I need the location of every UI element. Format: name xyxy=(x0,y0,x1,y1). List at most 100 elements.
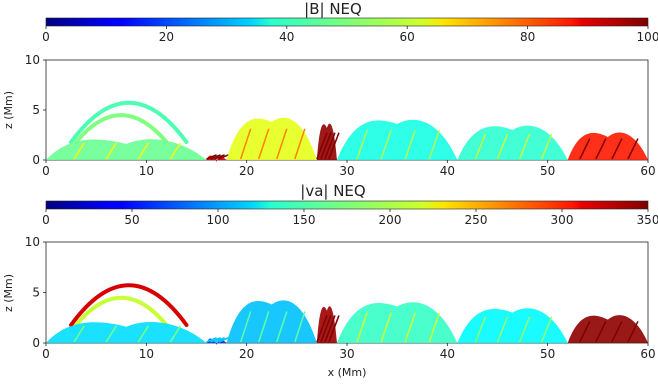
field-structure xyxy=(457,125,568,160)
x-tick-label: 10 xyxy=(139,347,154,361)
plot-area-b xyxy=(46,101,648,162)
x-tick-label: 20 xyxy=(239,347,254,361)
x-tick-label: 10 xyxy=(139,164,154,178)
field-streak xyxy=(206,337,217,343)
colorbar-tick-label: 50 xyxy=(124,213,139,227)
y-tick-label: 10 xyxy=(25,235,40,249)
field-streak xyxy=(540,133,553,160)
field-streak xyxy=(239,311,252,343)
field-structure xyxy=(46,139,207,160)
field-streak xyxy=(320,132,332,160)
x-axis-label-va: x (Mm) xyxy=(328,366,367,379)
field-streak xyxy=(73,325,85,343)
colorbar-tick-label: 300 xyxy=(551,213,574,227)
x-tick-label: 0 xyxy=(42,347,50,361)
field-streak xyxy=(356,129,368,160)
colorbar-title-b: |B| NEQ xyxy=(304,0,362,18)
field-streak xyxy=(169,142,182,160)
field-structure xyxy=(226,300,317,343)
field-streak xyxy=(210,337,221,343)
colorbar-tick-label: 60 xyxy=(400,30,415,44)
field-streak xyxy=(294,311,306,343)
field-streak xyxy=(73,142,85,160)
field-streak xyxy=(428,129,440,160)
y-tick-label: 0 xyxy=(32,153,40,167)
field-streak xyxy=(239,128,252,160)
colorbar-tick-label: 0 xyxy=(42,213,50,227)
field-streak xyxy=(627,321,639,343)
field-streak xyxy=(324,315,336,343)
colorbar-tick-label: 250 xyxy=(465,213,488,227)
field-streak xyxy=(595,321,607,343)
field-streak xyxy=(328,315,340,343)
x-tick-label: 60 xyxy=(640,164,655,178)
plot-area-va xyxy=(46,283,648,345)
field-structure xyxy=(46,321,207,343)
x-tick-label: 40 xyxy=(440,347,455,361)
field-streak xyxy=(540,316,553,343)
colorbar-tick-label: 20 xyxy=(159,30,174,44)
field-streak xyxy=(579,321,591,343)
axes-va: 0 10 20 30 40 50 60 0 5 10 xyxy=(25,235,656,361)
x-tick-label: 30 xyxy=(339,164,354,178)
colorbar-tick-label: 40 xyxy=(279,30,294,44)
field-streak xyxy=(474,133,487,160)
x-tick-label: 40 xyxy=(440,164,455,178)
colorbar-tick-label: 200 xyxy=(379,213,402,227)
field-streak xyxy=(356,312,368,343)
field-streak xyxy=(595,138,607,160)
field-streak xyxy=(428,312,440,343)
field-streak xyxy=(218,154,229,160)
field-streak xyxy=(518,316,531,343)
y-axis-label-va: z (Mm) xyxy=(2,274,15,312)
loop-arc xyxy=(74,295,169,327)
axes-b: 0 10 20 30 40 50 60 0 5 10 xyxy=(25,53,656,178)
field-streak xyxy=(276,311,288,343)
field-streak xyxy=(404,312,416,343)
x-tick-label: 20 xyxy=(239,164,254,178)
loop-arc xyxy=(74,113,169,144)
colorbar-title-va: |va| NEQ xyxy=(300,182,365,200)
colorbar-tick-label: 100 xyxy=(207,213,230,227)
loop-arc xyxy=(69,283,189,327)
colorbar-tick-label: 0 xyxy=(42,30,50,44)
field-streak xyxy=(137,142,149,160)
loop-arc xyxy=(69,101,189,144)
field-streak xyxy=(496,133,509,160)
field-streak xyxy=(316,315,328,343)
field-structure xyxy=(567,315,648,343)
colorbar-va xyxy=(45,200,649,210)
field-streak xyxy=(276,128,288,160)
field-streak xyxy=(258,311,270,343)
colorbar-tick-label: 150 xyxy=(293,213,316,227)
x-tick-label: 30 xyxy=(339,347,354,361)
field-streak xyxy=(214,154,225,160)
field-streak xyxy=(579,138,591,160)
x-tick-label: 50 xyxy=(540,347,555,361)
field-streak xyxy=(518,133,531,160)
field-structure xyxy=(336,302,458,343)
colorbar-ticks-va: 0 50 100 150 200 250 300 350 xyxy=(42,209,658,227)
field-streak xyxy=(320,315,332,343)
panel-va: |va| NEQ 0 50 100 150 200 250 300 350 0 10 20 30 40… xyxy=(2,182,658,379)
y-tick-label: 0 xyxy=(32,336,40,350)
field-streak xyxy=(210,154,221,160)
field-streak xyxy=(324,132,336,160)
field-structure xyxy=(457,308,568,343)
x-tick-label: 50 xyxy=(540,164,555,178)
field-streak xyxy=(611,138,623,160)
field-streak xyxy=(627,138,639,160)
field-structure xyxy=(567,132,648,160)
field-streak xyxy=(105,325,117,343)
colorbar-b xyxy=(45,17,649,27)
field-streak xyxy=(258,128,270,160)
field-streak xyxy=(380,312,392,343)
field-streak xyxy=(137,325,149,343)
field-streak xyxy=(169,325,182,343)
field-streak xyxy=(206,154,217,160)
field-streak xyxy=(611,321,623,343)
field-streak xyxy=(214,337,225,343)
colorbar-ticks-b: 0 20 40 60 80 100 xyxy=(42,26,658,44)
